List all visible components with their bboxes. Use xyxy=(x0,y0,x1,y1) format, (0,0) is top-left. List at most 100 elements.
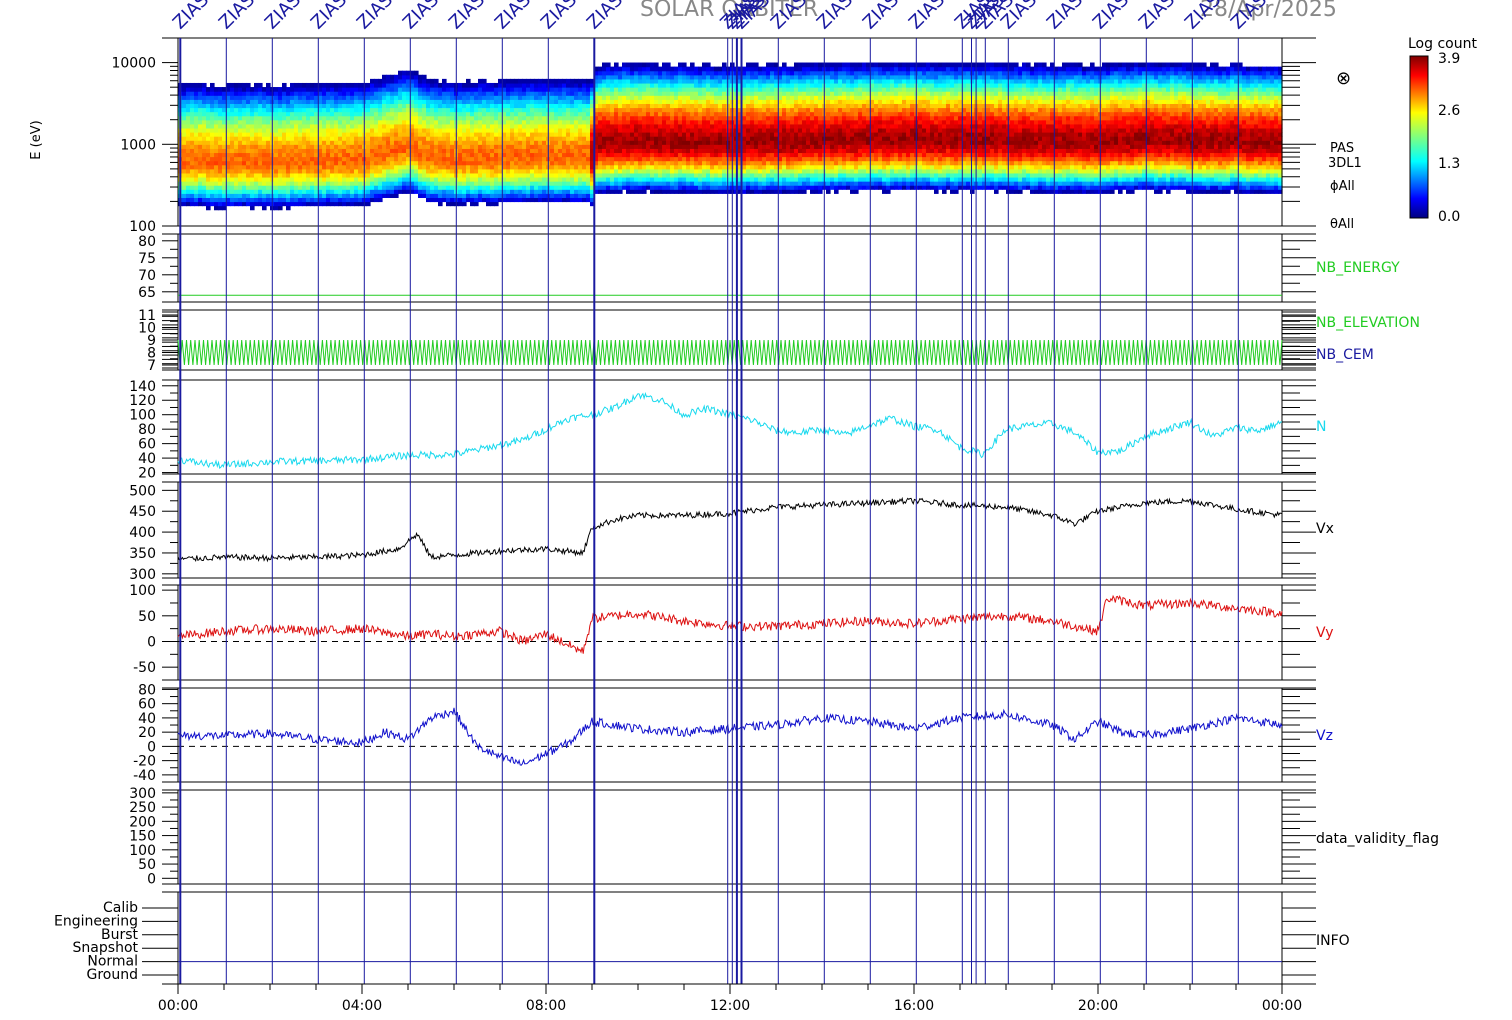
spectrogram-cell xyxy=(282,168,287,174)
spectrogram-cell xyxy=(502,107,507,113)
spectrogram-cell xyxy=(654,176,659,182)
spectrogram-cell xyxy=(206,111,211,117)
spectrogram-cell xyxy=(798,181,803,186)
spectrogram-cell xyxy=(646,82,651,88)
spectrogram-cell xyxy=(750,82,755,88)
spectrogram-cell xyxy=(550,99,555,104)
spectrogram-cell xyxy=(518,119,523,125)
spectrogram-cell xyxy=(810,82,815,88)
spectrogram-cell xyxy=(394,144,399,149)
spectrogram-cell xyxy=(506,107,511,113)
spectrogram-cell xyxy=(670,181,675,186)
spectrogram-cell xyxy=(818,156,823,162)
spectrogram-cell xyxy=(398,185,403,190)
spectrogram-cell xyxy=(290,201,295,207)
spectrogram-cell xyxy=(550,189,555,194)
spectrogram-cell xyxy=(366,87,371,92)
spectrogram-cell xyxy=(710,185,715,190)
spectrogram-cell xyxy=(514,119,519,125)
spectrogram-cell xyxy=(658,103,663,109)
spectrogram-cell xyxy=(778,164,783,170)
spectrogram-cell xyxy=(542,185,547,190)
spectrogram-cell xyxy=(698,66,703,72)
spectrogram-cell xyxy=(306,201,311,207)
spectrogram-cell xyxy=(306,136,311,141)
spectrogram-cell xyxy=(318,140,323,145)
spectrogram-cell xyxy=(602,115,607,121)
spectrogram-cell xyxy=(334,115,339,121)
spectrogram-cell xyxy=(478,144,483,149)
spectrogram-cell xyxy=(502,197,507,203)
spectrogram-cell xyxy=(402,74,407,80)
spectrogram-cell xyxy=(726,156,731,162)
spectrogram-cell xyxy=(798,119,803,125)
event-label: ZIAS xyxy=(169,0,213,34)
spectrogram-cell xyxy=(778,132,783,137)
spectrogram-cell xyxy=(814,70,819,76)
spectrogram-cell xyxy=(706,136,711,141)
spectrogram-cell xyxy=(410,189,415,194)
spectrogram-cell xyxy=(378,168,383,174)
spectrogram-cell xyxy=(214,87,219,92)
spectrogram-cell xyxy=(302,164,307,170)
spectrogram-cell xyxy=(594,91,599,96)
spectrogram-cell xyxy=(542,189,547,194)
spectrogram-cell xyxy=(522,152,527,158)
spectrogram-cell xyxy=(326,87,331,92)
spectrogram-cell xyxy=(450,115,455,121)
spectrogram-cell xyxy=(182,107,187,113)
spectrogram-cell xyxy=(318,107,323,113)
spectrogram-cell xyxy=(542,132,547,137)
spectrogram-cell xyxy=(590,87,595,92)
spectrogram-cell xyxy=(366,107,371,113)
spectrogram-cell xyxy=(818,99,823,104)
spectrogram-cell xyxy=(434,119,439,125)
spectrogram-cell xyxy=(794,82,799,88)
spectrogram-cell xyxy=(286,115,291,121)
spectrogram-cell xyxy=(634,62,639,68)
spectrogram-cell xyxy=(322,181,327,186)
spectrogram-cell xyxy=(718,132,723,137)
spectrogram-cell xyxy=(814,140,819,145)
spectrogram-cell xyxy=(726,91,731,96)
spectrogram-cell xyxy=(642,115,647,121)
spectrogram-cell xyxy=(214,152,219,158)
spectrogram-cell xyxy=(258,168,263,174)
spectrogram-cell xyxy=(418,193,423,198)
spectrogram-cell xyxy=(198,107,203,113)
spectrogram-cell xyxy=(622,91,627,96)
spectrogram-cell xyxy=(674,181,679,186)
spectrogram-cell xyxy=(622,115,627,121)
spectrogram-cell xyxy=(662,189,667,194)
spectrogram-cell xyxy=(422,103,427,109)
spectrogram-cell xyxy=(258,156,263,162)
spectrogram-cell xyxy=(594,78,599,84)
spectrogram-cell xyxy=(682,160,687,166)
spectrogram-cell xyxy=(350,160,355,166)
spectrogram-cell xyxy=(226,127,231,133)
spectrogram-cell xyxy=(198,144,203,149)
spectrogram-cell xyxy=(782,132,787,137)
spectrogram-cell xyxy=(290,176,295,182)
spectrogram-cell xyxy=(794,181,799,186)
spectrogram-cell xyxy=(238,172,243,178)
spectrogram-cell xyxy=(638,78,643,84)
spectrogram-cell xyxy=(182,111,187,117)
spectrogram-cell xyxy=(330,168,335,174)
spectrogram-cell xyxy=(658,144,663,149)
spectrogram-cell xyxy=(782,152,787,158)
spectrogram-cell xyxy=(722,107,727,113)
spectrogram-cell xyxy=(790,111,795,117)
spectrogram-cell xyxy=(438,148,443,154)
spectrogram-cell xyxy=(814,164,819,170)
spectrogram-cell xyxy=(538,91,543,96)
spectrogram-cell xyxy=(302,176,307,182)
spectrogram-cell xyxy=(382,95,387,100)
spectrogram-cell xyxy=(690,70,695,76)
spectrogram-cell xyxy=(214,111,219,117)
spectrogram-cell xyxy=(386,193,391,198)
spectrogram-cell xyxy=(214,107,219,113)
spectrogram-cell xyxy=(182,148,187,154)
spectrogram-cell xyxy=(286,91,291,96)
spectrogram-cell xyxy=(690,123,695,129)
